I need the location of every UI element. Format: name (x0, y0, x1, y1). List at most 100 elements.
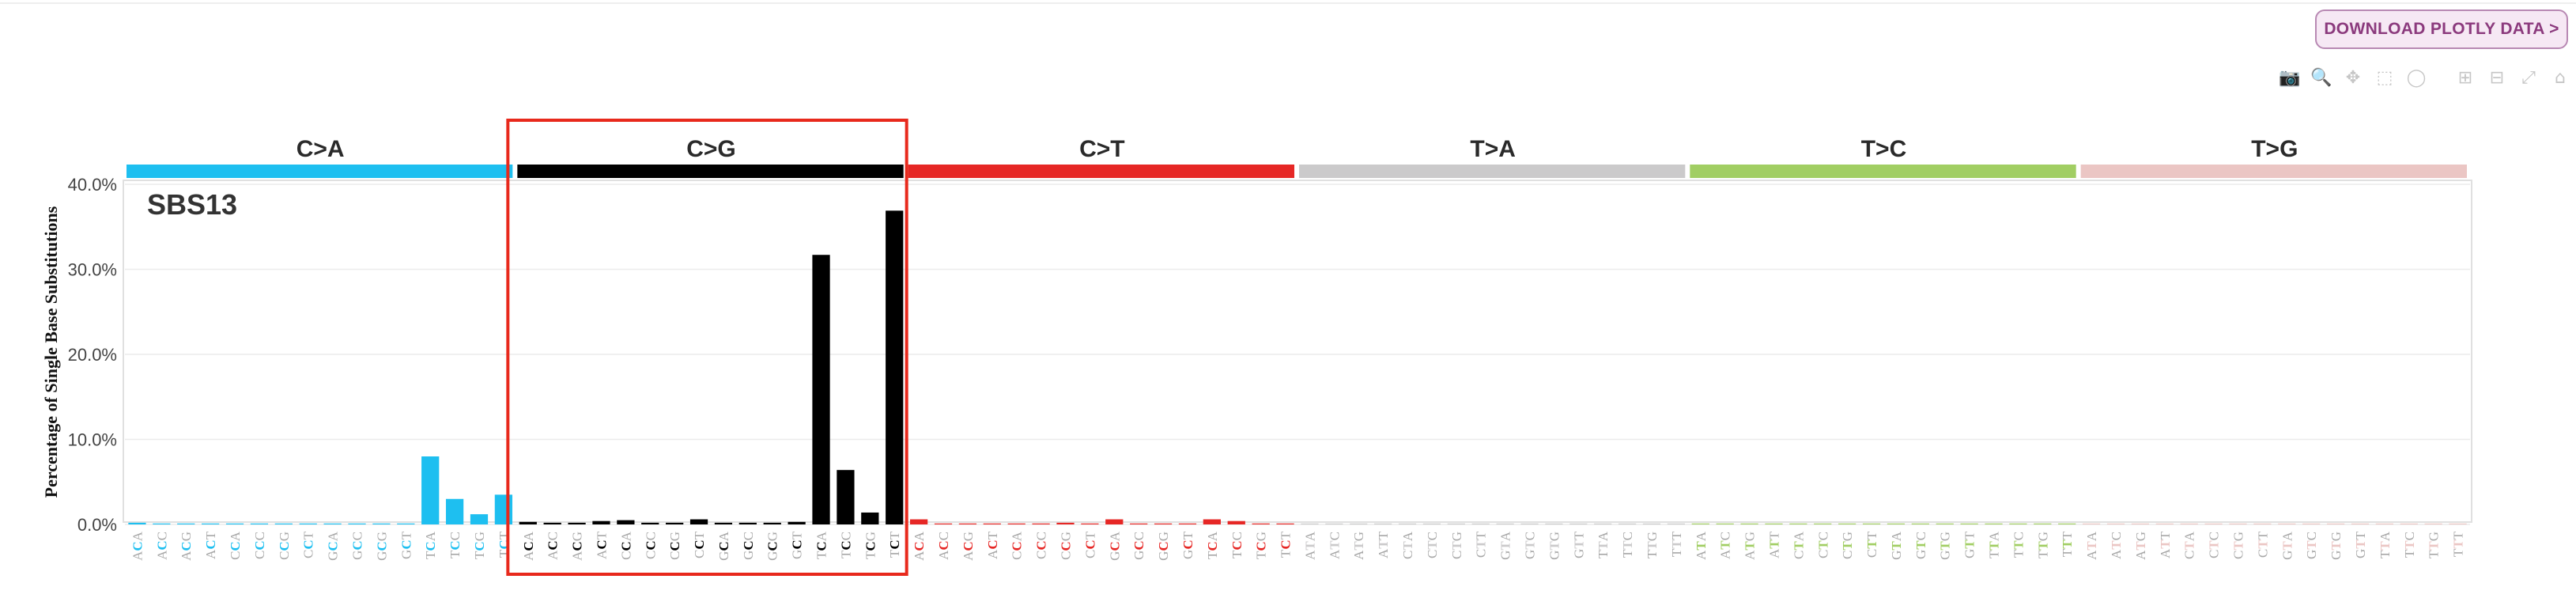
x-tick-label: TCA (1205, 531, 1220, 559)
x-tick-label: TCC (1229, 532, 1245, 558)
x-tick-label: TCG (1254, 532, 1269, 559)
group-header-label: T>G (2251, 136, 2298, 162)
x-tick-label: GTA (1498, 531, 1513, 560)
plotly-modebar: 📷 🔍 ✥ ⬚ ◯ ⊞ ⊟ ⤢ ⌂ (2277, 65, 2573, 90)
x-tick-label: CCA (228, 531, 243, 560)
x-tick-label: CCG (1058, 532, 1073, 560)
x-tick-label: GTG (1938, 532, 1953, 560)
group-header-bar (517, 165, 904, 178)
group-header-bar (1299, 165, 1686, 178)
x-tick-label: TCG (863, 532, 878, 559)
x-tick-label: CCC (643, 532, 658, 559)
x-tick-label: ACC (936, 532, 951, 560)
x-tick-label: TTA (1596, 531, 1611, 558)
y-tick-label: 20.0% (68, 345, 117, 365)
x-tick-label: ATG (2133, 532, 2148, 560)
download-plotly-data-button[interactable]: DOWNLOAD PLOTLY DATA > (2315, 9, 2568, 49)
y-tick-label: 0.0% (77, 515, 117, 535)
x-tick-label: CTG (1840, 532, 1855, 559)
x-tick-label: CTT (1474, 531, 1489, 558)
bar (543, 522, 561, 524)
x-tick-label: GCC (741, 532, 756, 560)
x-tick-label: ACG (570, 532, 585, 561)
x-tick-label: CCA (1010, 531, 1025, 560)
autoscale-icon[interactable]: ⤢ (2521, 67, 2536, 88)
gridlines (125, 184, 2470, 525)
x-tick-label: CCT (692, 531, 707, 558)
y-axis: 0.0% 10.0% 20.0% 30.0% 40.0% (68, 175, 117, 535)
bar (666, 522, 684, 524)
camera-icon[interactable]: 📷 (2279, 67, 2301, 88)
x-tick-label: ATC (2109, 532, 2124, 559)
x-tick-label: ATA (2084, 531, 2099, 560)
x-tick-label: ACG (961, 532, 976, 561)
box-select-icon[interactable]: ⬚ (2376, 67, 2393, 88)
group-header-label: T>A (1470, 136, 1516, 162)
bar (763, 522, 781, 524)
bar (837, 470, 855, 524)
bar (592, 520, 610, 524)
bar (421, 456, 440, 524)
x-tick-label: ACT (594, 531, 609, 559)
x-tick-label: GTG (2329, 532, 2344, 560)
bar (689, 519, 708, 524)
x-tick-label: TTC (2011, 532, 2026, 558)
chart-title: SBS13 (147, 188, 237, 221)
x-tick-label: CCT (1082, 531, 1097, 558)
x-tick-label: TTG (2035, 532, 2050, 558)
x-tick-label: CTG (1449, 532, 1464, 559)
zoom-in-icon[interactable]: ⊞ (2457, 67, 2473, 88)
x-tick-label: ATT (2158, 531, 2173, 558)
x-tick-label: GCC (350, 532, 365, 560)
x-tick-label: GTC (2304, 532, 2319, 559)
bar (788, 521, 806, 524)
x-tick-label: ATG (1351, 532, 1366, 560)
x-tick-label: TTG (2427, 532, 2442, 558)
bar (128, 522, 146, 524)
x-tick-label: CCG (667, 532, 682, 560)
y-tick-label: 40.0% (68, 175, 117, 195)
lasso-icon[interactable]: ◯ (2406, 67, 2427, 88)
bar (1105, 519, 1124, 524)
bar (519, 521, 537, 524)
y-tick-label: 30.0% (68, 260, 117, 280)
zoom-out-icon[interactable]: ⊟ (2489, 67, 2505, 88)
x-tick-label: ACA (912, 531, 927, 561)
x-tick-label: CTT (2255, 531, 2270, 558)
bar (568, 522, 586, 524)
x-tick-label: GCG (1156, 532, 1171, 561)
x-tick-label: GTT (2353, 531, 2368, 558)
x-tick-label: GCG (765, 532, 780, 561)
x-axis: ACA ACC ACG ACT CCA CCC CCG CCT GCA GCC GCG GCT TCA T… (130, 531, 2465, 561)
bars (128, 210, 2467, 524)
x-tick-label: TTA (1987, 531, 2002, 558)
x-tick-label: GCA (1107, 531, 1122, 561)
x-tick-label: ATC (1718, 532, 1733, 559)
x-tick-label: ACT (985, 531, 1000, 559)
x-tick-label: ACC (154, 532, 169, 560)
x-tick-label: CTC (1815, 532, 1830, 558)
x-tick-label: ATA (1694, 531, 1709, 560)
x-tick-label: GTA (1889, 531, 1904, 560)
highlight-box (506, 119, 908, 576)
bar (1227, 520, 1245, 524)
zoom-icon[interactable]: 🔍 (2310, 67, 2332, 88)
x-tick-label: GCG (374, 532, 389, 561)
x-tick-label: TTA (2378, 531, 2393, 558)
x-tick-label: CTA (2182, 531, 2197, 559)
x-tick-label: ACA (521, 531, 536, 561)
x-tick-label: GCA (326, 531, 341, 561)
x-tick-label: TTT (2060, 531, 2075, 557)
x-tick-label: GTT (1962, 531, 1977, 558)
bar (1056, 522, 1075, 524)
x-tick-label: CTG (2230, 532, 2246, 559)
x-tick-label: ACG (179, 532, 194, 561)
x-tick-label: GTA (2279, 531, 2295, 560)
x-tick-label: GCT (790, 531, 805, 559)
pan-icon[interactable]: ✥ (2345, 67, 2361, 88)
x-tick-label: ATA (1302, 531, 1317, 560)
plot-area (123, 180, 2472, 523)
group-header-bar (127, 165, 513, 178)
x-tick-label: TCG (472, 532, 487, 559)
home-icon[interactable]: ⌂ (2555, 67, 2566, 88)
